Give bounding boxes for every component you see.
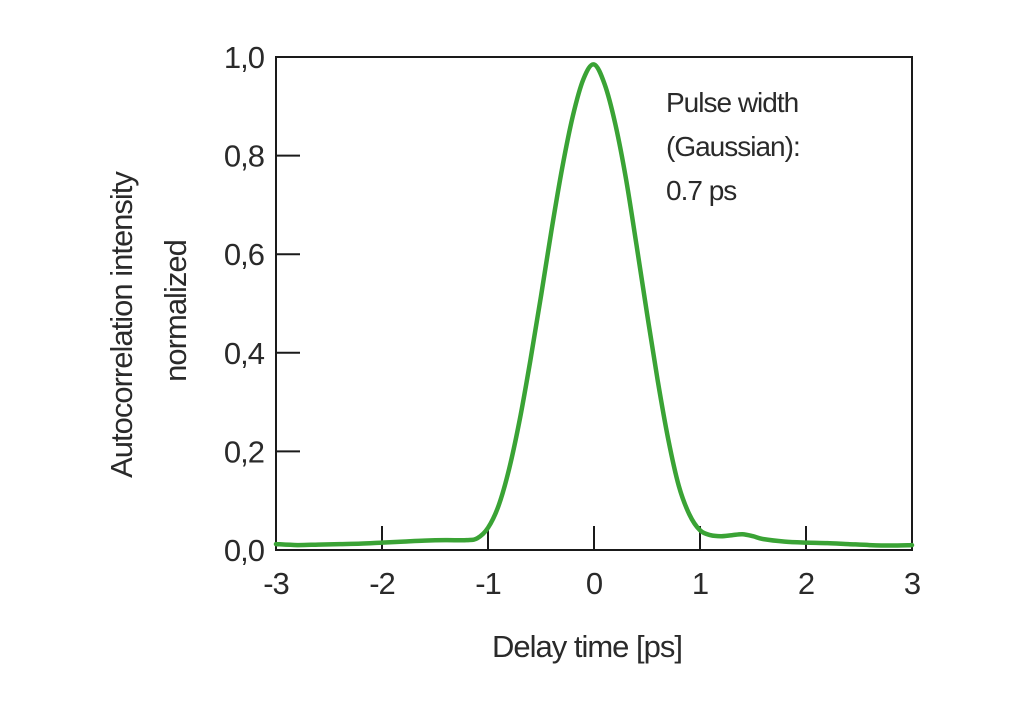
y-tick-label: 0,0 — [224, 533, 265, 568]
pulse-width-annotation-line-2: (Gaussian): — [666, 131, 800, 162]
y-tick-label: 0,6 — [224, 237, 264, 272]
y-tick-label: 1,0 — [224, 40, 265, 75]
y-axis-ticks: 0,0 0,2 0,4 0,6 0,8 1,0 — [224, 40, 300, 568]
y-axis-title-line-1: Autocorrelation intensity — [104, 171, 139, 478]
pulse-width-annotation-line-1: Pulse width — [666, 87, 798, 118]
y-tick-label: 0,4 — [224, 336, 265, 371]
x-axis-ticks: -3 -2 -1 0 1 2 3 — [263, 526, 921, 601]
x-axis-title: Delay time [ps] — [492, 629, 682, 664]
pulse-width-annotation-line-3: 0.7 ps — [666, 175, 736, 206]
x-tick-label: 0 — [586, 566, 603, 601]
autocorrelation-series-line — [273, 62, 915, 548]
x-tick-label: -2 — [369, 566, 395, 601]
x-tick-label: -1 — [475, 566, 501, 601]
x-tick-label: -3 — [263, 566, 289, 601]
x-tick-label: 1 — [692, 566, 708, 601]
y-axis-title-line-2: normalized — [158, 240, 193, 382]
y-tick-label: 0,8 — [224, 139, 264, 174]
y-tick-label: 0,2 — [224, 434, 264, 469]
x-tick-label: 2 — [798, 566, 814, 601]
plot-frame — [275, 56, 913, 551]
x-tick-label: 3 — [904, 566, 920, 601]
